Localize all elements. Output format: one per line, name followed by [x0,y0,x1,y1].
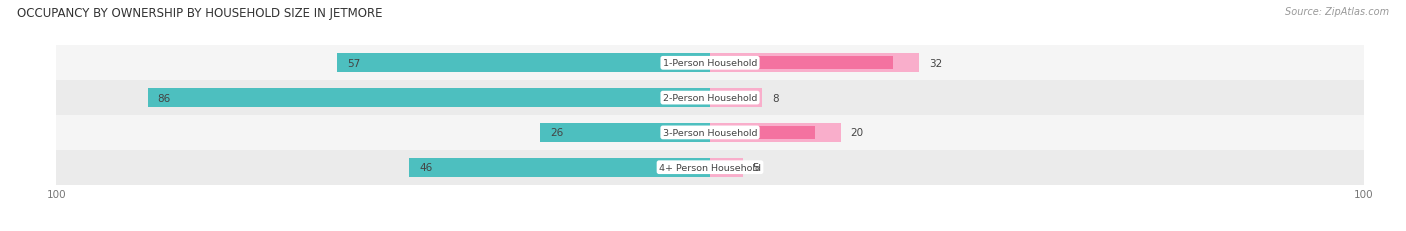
Bar [148,89,710,108]
Bar [56,81,1364,116]
Text: 32: 32 [929,58,942,69]
Text: Source: ZipAtlas.com: Source: ZipAtlas.com [1285,7,1389,17]
Bar [56,116,1364,150]
Bar [710,54,920,73]
Bar [710,57,893,70]
Text: 26: 26 [550,128,562,138]
Bar [710,126,814,140]
Text: 2-Person Household: 2-Person Household [662,94,758,103]
Text: 46: 46 [419,162,432,173]
Text: 86: 86 [157,93,170,103]
Bar [710,91,737,105]
Bar [56,150,1364,185]
Text: OCCUPANCY BY OWNERSHIP BY HOUSEHOLD SIZE IN JETMORE: OCCUPANCY BY OWNERSHIP BY HOUSEHOLD SIZE… [17,7,382,20]
Text: 3-Person Household: 3-Person Household [662,128,758,137]
Text: 20: 20 [851,128,863,138]
Text: 1-Person Household: 1-Person Household [662,59,758,68]
Text: 57: 57 [347,58,360,69]
Bar [710,158,742,177]
Bar [710,89,762,108]
Bar [710,161,717,174]
Text: 4+ Person Household: 4+ Person Household [659,163,761,172]
Bar [56,46,1364,81]
Bar [540,123,710,142]
Text: 8: 8 [772,93,779,103]
Text: 5: 5 [752,162,759,173]
Bar [337,54,710,73]
Bar [710,123,841,142]
Bar [409,158,710,177]
